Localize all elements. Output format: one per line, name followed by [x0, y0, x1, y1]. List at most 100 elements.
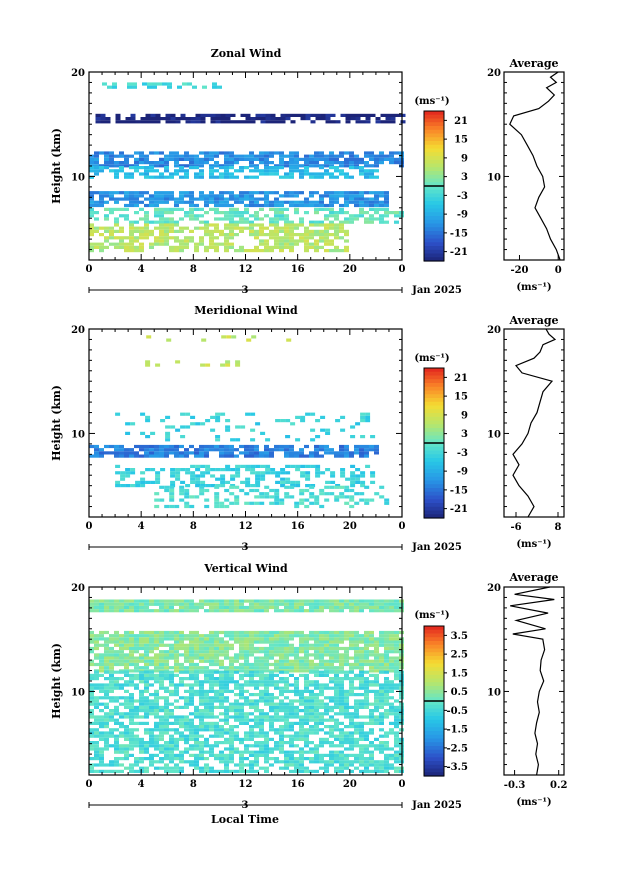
heatmap-cell — [374, 599, 379, 603]
heatmap-cell — [260, 120, 266, 124]
heatmap-cell — [279, 731, 284, 735]
colorbar-segment — [424, 663, 444, 668]
heatmap-cell — [349, 677, 354, 681]
heatmap-cell — [119, 602, 124, 606]
heatmap-cell — [310, 113, 316, 117]
heatmap-cell — [249, 750, 254, 754]
heatmap-cell — [374, 444, 379, 449]
heatmap-cell — [109, 734, 114, 738]
heatmap-cell — [234, 226, 239, 230]
heatmap-cell — [314, 172, 319, 176]
heatmap-cell — [139, 693, 144, 697]
heatmap-cell — [234, 712, 239, 716]
heatmap-cell — [195, 468, 201, 472]
heatmap-cell — [274, 731, 279, 735]
heatmap-cell — [109, 191, 114, 195]
heatmap-cell — [214, 602, 219, 606]
heatmap-cell — [324, 203, 329, 208]
heatmap-cell — [219, 197, 224, 201]
heatmap-cell — [114, 653, 119, 657]
heatmap-cell — [89, 229, 94, 233]
heatmap-cell — [234, 157, 239, 161]
heatmap-cell — [275, 471, 281, 475]
heatmap-cell — [124, 731, 129, 735]
heatmap-cell — [259, 223, 264, 227]
heatmap-cell — [299, 637, 304, 641]
colorbar-segment — [424, 678, 444, 683]
heatmap-cell — [139, 634, 144, 638]
heatmap-cell — [314, 750, 319, 754]
heatmap-cell — [144, 175, 149, 179]
heatmap-cell — [194, 207, 199, 211]
heatmap-cell — [180, 480, 186, 484]
heatmap-cell — [104, 662, 109, 667]
heatmap-cell — [379, 602, 384, 606]
heatmap-cell — [329, 760, 334, 764]
heatmap-cell — [314, 634, 319, 638]
heatmap-cell — [179, 200, 184, 204]
heatmap-cell — [164, 242, 169, 246]
heatmap-cell — [99, 669, 104, 673]
colorbar-segment — [424, 398, 444, 403]
heatmap-cell — [169, 750, 174, 754]
heatmap-cell — [255, 464, 261, 468]
heatmap-cell — [179, 157, 184, 161]
heatmap-cell — [149, 444, 154, 449]
heatmap-cell — [269, 656, 274, 660]
heatmap-cell — [264, 637, 269, 641]
heatmap-cell — [134, 194, 139, 198]
heatmap-cell — [304, 157, 309, 161]
heatmap-cell — [254, 637, 259, 641]
heatmap-cell — [99, 448, 104, 452]
heatmap-cell — [269, 763, 274, 767]
heatmap-cell — [150, 480, 156, 484]
heatmap-cell — [199, 637, 204, 641]
heatmap-cell — [195, 117, 201, 121]
heatmap-cell — [339, 696, 344, 700]
heatmap-cell — [364, 734, 369, 738]
heatmap-cell — [149, 630, 154, 635]
heatmap-cell — [244, 454, 249, 458]
heatmap-cell — [324, 605, 329, 610]
heatmap-cell — [360, 471, 366, 475]
heatmap-cell — [195, 474, 201, 478]
heatmap-cell — [209, 680, 214, 684]
heatmap-cell — [94, 705, 99, 709]
heatmap-cell — [230, 484, 236, 488]
heatmap-cell — [104, 161, 109, 165]
heatmap-cell — [184, 659, 189, 663]
colorbar-segment — [424, 629, 444, 635]
heatmap-cell — [154, 689, 159, 693]
heatmap-cell — [309, 699, 314, 703]
heatmap-cell — [159, 220, 164, 224]
heatmap-cell — [364, 211, 369, 215]
heatmap-cell — [279, 236, 284, 240]
heatmap-cell — [319, 630, 324, 635]
heatmap-cell — [314, 670, 319, 674]
heatmap-cell — [109, 602, 114, 606]
heatmap-cell — [219, 689, 224, 693]
heatmap-cell — [189, 683, 194, 687]
heatmap-cell — [149, 602, 154, 606]
heatmap-cell — [94, 169, 99, 173]
heatmap-cell — [224, 769, 229, 773]
heatmap-cell — [239, 169, 244, 173]
heatmap-cell — [194, 760, 199, 764]
heatmap-cell — [164, 169, 169, 173]
heatmap-cell — [379, 741, 384, 745]
heatmap-cell — [219, 151, 224, 155]
heatmap-cell — [234, 725, 239, 729]
heatmap-cell — [235, 471, 241, 475]
heatmap-cell — [179, 239, 184, 243]
heatmap-cell — [249, 653, 254, 657]
heatmap-cell — [159, 766, 164, 770]
heatmap-cell — [124, 750, 129, 754]
heatmap-cell — [214, 680, 219, 684]
heatmap-cell — [309, 709, 314, 713]
heatmap-cell — [214, 677, 219, 681]
heatmap-cell — [234, 233, 239, 237]
heatmap-cell — [354, 602, 359, 606]
heatmap-cell — [354, 721, 359, 725]
heatmap-cell — [250, 412, 256, 416]
heatmap-cell — [210, 117, 216, 121]
